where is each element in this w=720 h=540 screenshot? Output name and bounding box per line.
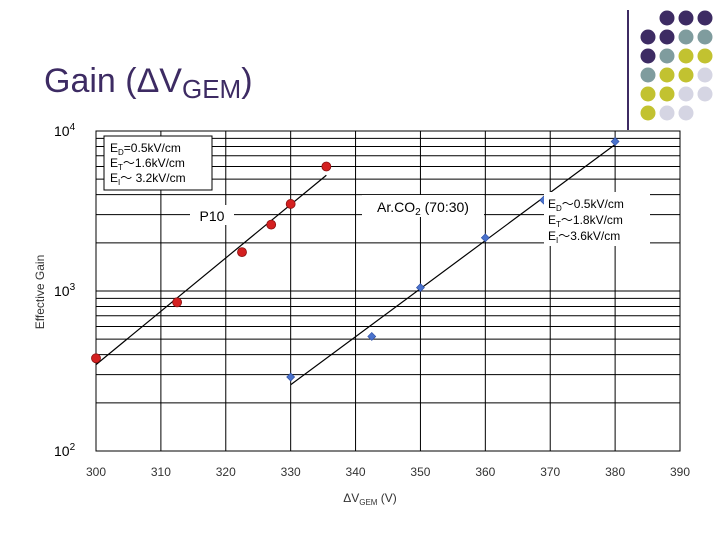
decor-dot bbox=[659, 29, 675, 45]
p10-label: P10 bbox=[200, 208, 225, 224]
point-arco2 bbox=[610, 137, 620, 146]
x-tick-label: 320 bbox=[216, 465, 236, 479]
y-tick-label: 104 bbox=[54, 122, 76, 139]
point-p10 bbox=[237, 247, 247, 258]
decor-dot bbox=[697, 86, 713, 102]
field-line: EI～3.6kV/cm bbox=[548, 229, 620, 245]
slide-title: Gain (ΔVGEM) bbox=[44, 62, 253, 105]
field-line: ET～1.6kV/cm bbox=[110, 156, 185, 172]
p10-fields-box bbox=[103, 135, 213, 191]
decor-dot bbox=[678, 105, 694, 121]
y-tick-label: 102 bbox=[54, 442, 76, 459]
field-line: ED=0.5kV/cm bbox=[110, 141, 181, 157]
decor-dot bbox=[697, 10, 713, 26]
point-p10 bbox=[91, 353, 101, 364]
decor-dot bbox=[678, 48, 694, 64]
x-tick-label: 380 bbox=[605, 465, 625, 479]
decor-dot bbox=[678, 67, 694, 83]
plot-frame bbox=[95, 130, 681, 452]
decor-dot bbox=[697, 67, 713, 83]
x-tick-label: 350 bbox=[410, 465, 430, 479]
decor-dot bbox=[659, 86, 675, 102]
arco2-label: Ar.CO2 (70:30) bbox=[377, 199, 469, 218]
decor-dot bbox=[640, 29, 656, 45]
x-tick-label: 360 bbox=[475, 465, 495, 479]
decor-dot bbox=[640, 105, 656, 121]
x-tick-label: 300 bbox=[86, 465, 106, 479]
decor-dot bbox=[640, 48, 656, 64]
x-tick-label: 390 bbox=[670, 465, 690, 479]
x-tick-label: 310 bbox=[151, 465, 171, 479]
fit-line-arco2 bbox=[290, 144, 616, 386]
point-p10 bbox=[285, 199, 296, 209]
point-arco2 bbox=[286, 372, 296, 382]
decor-dot bbox=[659, 105, 675, 121]
x-tick-label: 340 bbox=[346, 465, 366, 479]
field-line: EI～ 3.2kV/cm bbox=[110, 171, 186, 187]
point-arco2 bbox=[367, 332, 377, 341]
decor-dot bbox=[678, 29, 694, 45]
title-subscript: GEM bbox=[181, 74, 242, 104]
point-p10 bbox=[321, 161, 332, 172]
decor-dot bbox=[697, 29, 713, 45]
decor-dot-grid bbox=[640, 10, 713, 121]
y-tick-label: 103 bbox=[54, 282, 76, 299]
p10-label-bg bbox=[190, 205, 234, 225]
decor-dot bbox=[659, 67, 675, 83]
x-tick-label: 330 bbox=[281, 465, 301, 479]
point-p10 bbox=[172, 297, 183, 308]
field-line: ED～0.5kV/cm bbox=[548, 197, 624, 213]
title-main: Gain (ΔV bbox=[44, 62, 182, 100]
point-arco2 bbox=[480, 233, 490, 243]
decor-dot bbox=[640, 67, 656, 83]
point-p10 bbox=[266, 219, 277, 230]
decor-vertical-line bbox=[627, 10, 629, 130]
y-tick-labels: 104 103 102 bbox=[54, 122, 76, 459]
decor-dot bbox=[659, 48, 675, 64]
decor-dot bbox=[659, 10, 675, 26]
point-arco2 bbox=[416, 283, 425, 293]
x-axis-label: ΔVGEM (V) bbox=[343, 491, 397, 507]
y-axis-label: Effective Gain bbox=[33, 255, 47, 329]
arco2-fields-bg bbox=[544, 192, 650, 246]
decor-dot bbox=[678, 86, 694, 102]
arco2-label-bg bbox=[362, 195, 484, 217]
x-tick-labels: 300 310 320 330 340 350 360 370 380 390 bbox=[86, 465, 690, 479]
title-end: ) bbox=[241, 62, 253, 100]
decor-dot bbox=[640, 86, 656, 102]
field-line: ET～1.8kV/cm bbox=[548, 213, 623, 229]
decor-dot bbox=[678, 10, 694, 26]
x-tick-label: 370 bbox=[540, 465, 560, 479]
decor-dot bbox=[697, 48, 713, 64]
